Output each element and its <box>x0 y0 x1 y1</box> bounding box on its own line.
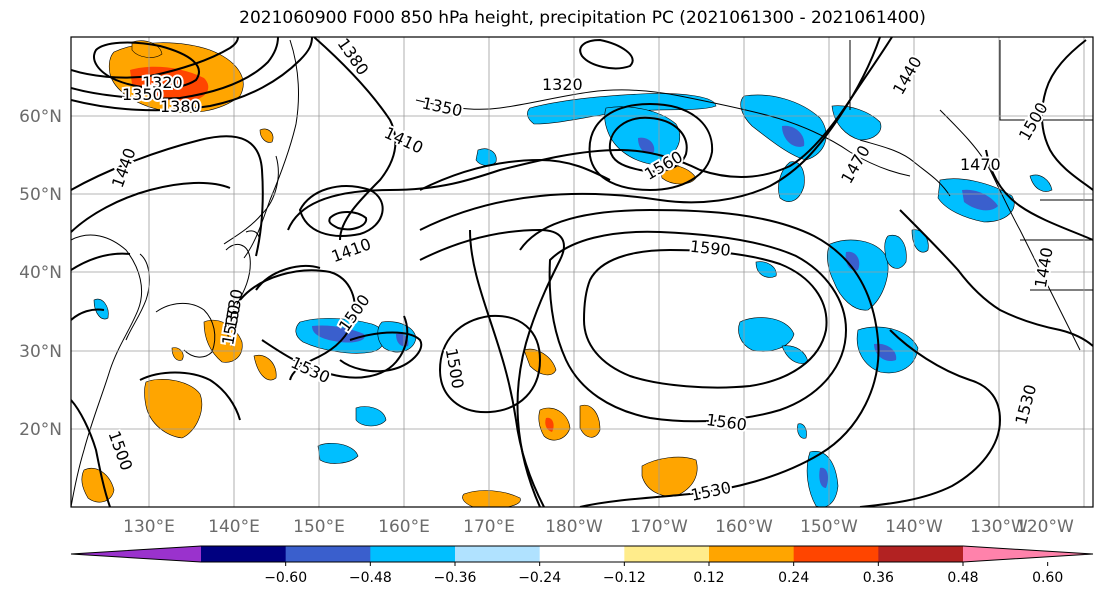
colorbar-segment <box>793 546 879 562</box>
precip-positive-shading <box>81 40 698 507</box>
lon-label: 150°W <box>800 517 858 537</box>
colorbar-tick-label: 0.24 <box>778 570 809 586</box>
contour-label: 1320 <box>542 75 583 94</box>
lon-label: 130°E <box>123 517 175 537</box>
lat-label-40n: 40°N <box>19 263 62 283</box>
colorbar-segment <box>709 546 795 562</box>
longitude-axis: 130°E 140°E 150°E 160°E 170°E 180°W 170°… <box>123 517 1074 537</box>
colorbar-tick-label: −0.12 <box>603 570 646 586</box>
lon-label: 160°W <box>715 517 773 537</box>
lon-label: 140°W <box>885 517 943 537</box>
lon-label: 180°W <box>545 517 603 537</box>
lat-label-50n: 50°N <box>19 185 62 205</box>
colorbar-segment <box>878 546 964 562</box>
lon-label: 120°W <box>1016 517 1074 537</box>
colorbar-tick-label: 0.12 <box>693 570 724 586</box>
lon-label: 170°E <box>463 517 515 537</box>
lon-label: 170°W <box>630 517 688 537</box>
colorbar-segment <box>370 546 456 562</box>
colorbar-segment <box>963 546 1093 562</box>
colorbar-tick-label: −0.60 <box>264 570 307 586</box>
lon-label: 160°E <box>378 517 430 537</box>
contour-label: 1350 <box>122 85 163 104</box>
lon-label: 140°E <box>208 517 260 537</box>
map-title: 2021060900 F000 850 hPa height, precipit… <box>239 8 926 28</box>
colorbar: −0.60 −0.48 −0.36 −0.24 −0.12 0.12 0.24 0.36 0.4… <box>70 545 1094 586</box>
graticule <box>71 37 1093 507</box>
map-frame <box>70 36 1094 508</box>
map-plot-area: 1320 1350 1380 1440 1380 1320 1350 1410 … <box>71 37 1093 507</box>
colorbar-tick-label: 0.60 <box>1032 570 1063 586</box>
contour-label: 1470 <box>960 155 1001 174</box>
lat-label-20n: 20°N <box>19 420 62 440</box>
colorbar-segment <box>285 546 371 562</box>
colorbar-outline <box>70 545 1094 563</box>
colorbar-segment <box>624 546 710 562</box>
height-contours <box>71 37 1093 507</box>
contour-label: 1380 <box>160 97 201 116</box>
colorbar-tick-label: −0.36 <box>434 570 477 586</box>
colorbar-segment <box>455 546 541 562</box>
colorbar-tick-label: −0.24 <box>518 570 561 586</box>
colorbar-segment <box>71 546 201 562</box>
lat-label-30n: 30°N <box>19 342 62 362</box>
latitude-axis: 60°N 50°N 40°N 30°N 20°N <box>19 107 62 440</box>
colorbar-tick-label: 0.36 <box>863 570 894 586</box>
colorbar-segment <box>539 546 625 562</box>
colorbar-segment <box>201 546 287 562</box>
colorbar-tick-label: −0.48 <box>349 570 392 586</box>
colorbar-tick-label: 0.48 <box>947 570 978 586</box>
lon-label: 130°W <box>970 517 1028 537</box>
lat-label-60n: 60°N <box>19 107 62 127</box>
contour-label: 1320 <box>142 73 183 92</box>
lon-label: 150°E <box>293 517 345 537</box>
